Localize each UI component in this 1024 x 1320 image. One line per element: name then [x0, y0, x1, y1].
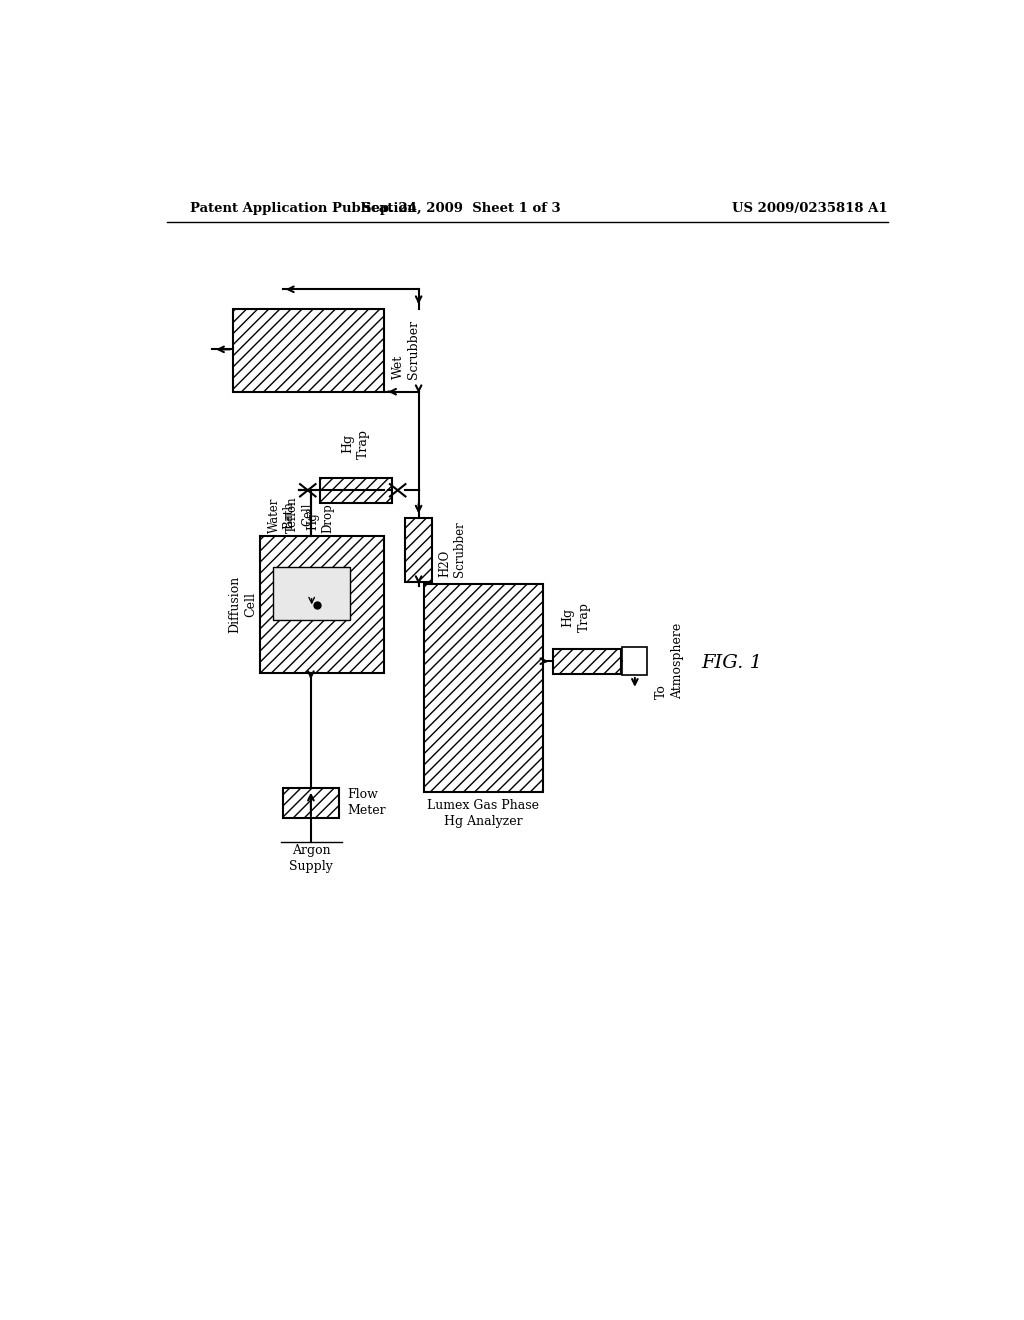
Text: Flow
Meter: Flow Meter: [347, 788, 386, 817]
Text: Hg
Trap: Hg Trap: [341, 429, 371, 459]
Text: Teflon
Cell: Teflon Cell: [286, 496, 314, 533]
Bar: [623, 647, 647, 675]
Bar: [260, 536, 384, 673]
Text: Hg°
Drop: Hg° Drop: [306, 503, 334, 533]
Text: Lumex Gas Phase
Hg Analyzer: Lumex Gas Phase Hg Analyzer: [427, 799, 539, 828]
Text: US 2009/0235818 A1: US 2009/0235818 A1: [732, 202, 888, 215]
Text: Water
Bath: Water Bath: [267, 498, 296, 533]
Text: Hg
Trap: Hg Trap: [561, 602, 591, 632]
Text: H2O
Scrubber: H2O Scrubber: [438, 521, 466, 577]
Bar: [406, 517, 432, 582]
Bar: [232, 309, 384, 392]
Text: Diffusion
Cell: Diffusion Cell: [228, 576, 257, 632]
Bar: [553, 649, 621, 675]
Text: Sep. 24, 2009  Sheet 1 of 3: Sep. 24, 2009 Sheet 1 of 3: [361, 202, 560, 215]
Bar: [321, 478, 391, 503]
Text: FIG. 1: FIG. 1: [701, 653, 763, 672]
Text: Wet
Scrubber: Wet Scrubber: [391, 319, 421, 379]
Bar: [283, 788, 339, 817]
Bar: [424, 585, 543, 792]
Text: Patent Application Publication: Patent Application Publication: [190, 202, 417, 215]
Text: To
Atmosphere: To Atmosphere: [655, 623, 684, 700]
Text: Argon
Supply: Argon Supply: [289, 843, 333, 873]
Bar: [273, 566, 350, 620]
